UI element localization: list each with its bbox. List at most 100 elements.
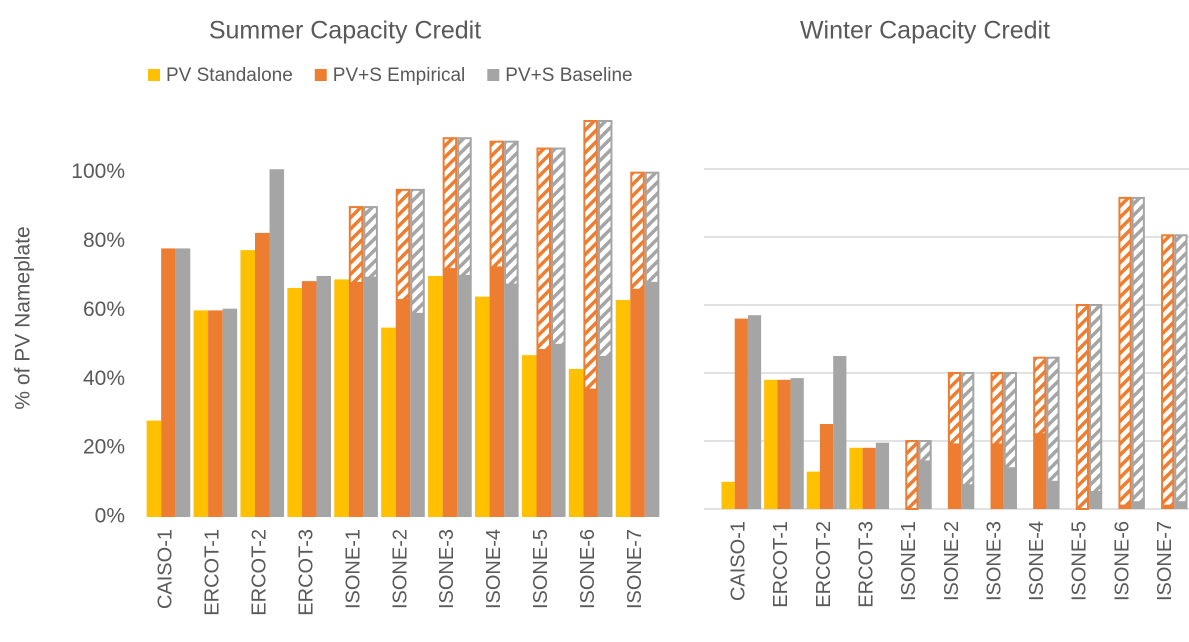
- x-tick-label: ISONE-5: [530, 529, 552, 609]
- bar-range: [1046, 356, 1060, 483]
- bar: [208, 310, 223, 517]
- bar: [536, 349, 551, 517]
- bar: [615, 300, 631, 517]
- bar: [348, 282, 364, 517]
- x-tick-label: ISONE-4: [1026, 521, 1048, 601]
- chart-title: Winter Capacity Credit: [800, 17, 1050, 45]
- x-tick-label: ERCOT-2: [249, 529, 271, 616]
- bar: [1089, 492, 1103, 509]
- x-tick-label: ISONE-4: [483, 529, 505, 609]
- bar: [146, 420, 162, 517]
- y-tick-label: 40%: [83, 367, 125, 390]
- bar: [777, 379, 791, 509]
- legend-label: PV Standalone: [166, 65, 293, 86]
- bar: [410, 313, 425, 517]
- bar-range: [1033, 356, 1047, 436]
- bar-range: [536, 147, 551, 351]
- bar-range: [442, 137, 458, 271]
- legend-label: PV+S Baseline: [505, 65, 632, 86]
- bar-range: [630, 171, 645, 291]
- bar-range: [961, 372, 975, 487]
- bar: [475, 296, 490, 517]
- bar: [1174, 502, 1188, 509]
- bar-range: [1174, 234, 1188, 504]
- bar: [644, 282, 660, 517]
- x-tick-label: ISONE-6: [1111, 521, 1133, 601]
- x-tick-label: ERCOT-2: [813, 521, 835, 608]
- x-tick-label: ISONE-7: [1154, 521, 1176, 601]
- bar: [875, 442, 890, 509]
- bar: [597, 356, 613, 517]
- bar: [301, 281, 317, 517]
- bar-range: [550, 147, 566, 346]
- bar-range: [597, 120, 613, 358]
- x-tick-label: ERCOT-3: [295, 529, 317, 616]
- bar-range: [1131, 196, 1145, 504]
- bar: [442, 269, 458, 517]
- bar: [240, 250, 256, 517]
- bar-range: [489, 140, 505, 269]
- bar-range: [1075, 304, 1090, 510]
- y-tick-label: 0%: [95, 505, 125, 528]
- y-tick-label: 80%: [83, 229, 125, 252]
- bar: [1046, 481, 1060, 509]
- legend-swatch: [487, 69, 500, 81]
- bar-range: [990, 372, 1004, 446]
- x-tick-label: ERCOT-3: [856, 521, 878, 608]
- bar: [630, 289, 645, 517]
- bar: [1161, 505, 1175, 509]
- bar-range: [410, 188, 425, 315]
- bar: [457, 275, 472, 517]
- x-tick-label: ISONE-1: [898, 521, 920, 601]
- bar-range: [348, 206, 364, 284]
- bar: [764, 379, 778, 509]
- bar-range: [1118, 196, 1132, 507]
- bar: [947, 444, 962, 509]
- bar: [819, 424, 834, 509]
- bar: [1131, 502, 1145, 509]
- bar: [222, 308, 238, 517]
- bar-range: [583, 120, 598, 391]
- x-tick-label: ISONE-2: [389, 529, 411, 609]
- bar: [1033, 434, 1047, 509]
- legend-swatch: [148, 69, 160, 81]
- bar: [721, 481, 735, 509]
- bar: [255, 232, 270, 518]
- x-tick-label: ISONE-3: [983, 521, 1005, 601]
- x-tick-label: ISONE-6: [577, 529, 599, 609]
- x-tick-label: ERCOT-1: [202, 529, 224, 616]
- legend-swatch: [314, 69, 327, 81]
- bar: [583, 389, 598, 517]
- bar-range: [504, 140, 519, 286]
- x-tick-label: ISONE-1: [342, 529, 364, 609]
- bar: [550, 344, 566, 517]
- bar: [504, 284, 519, 517]
- bar: [316, 275, 331, 517]
- bar: [568, 368, 584, 517]
- legend-label: PV+S Empirical: [333, 65, 466, 86]
- bar: [747, 315, 762, 509]
- bar-range: [905, 440, 919, 510]
- bar-range: [1089, 304, 1103, 493]
- bar-range: [395, 188, 411, 302]
- chart-title: Summer Capacity Credit: [209, 17, 481, 45]
- y-tick-label: 60%: [83, 298, 125, 321]
- bar: [862, 447, 876, 509]
- y-tick-label: 100%: [71, 160, 125, 183]
- bar: [961, 485, 975, 509]
- bar: [161, 248, 176, 517]
- bar: [521, 355, 537, 517]
- bar: [363, 277, 378, 517]
- bar: [734, 318, 748, 509]
- bar: [489, 267, 505, 517]
- bar-range: [918, 440, 932, 463]
- bar: [269, 169, 285, 518]
- x-tick-label: ISONE-3: [436, 529, 458, 609]
- y-axis-label: % of PV Nameplate: [12, 226, 35, 409]
- x-tick-label: CAISO-1: [155, 529, 177, 609]
- bar: [990, 444, 1004, 509]
- x-tick-label: ISONE-7: [624, 529, 646, 609]
- bar: [833, 356, 847, 509]
- bar: [193, 310, 209, 517]
- bar: [428, 275, 443, 517]
